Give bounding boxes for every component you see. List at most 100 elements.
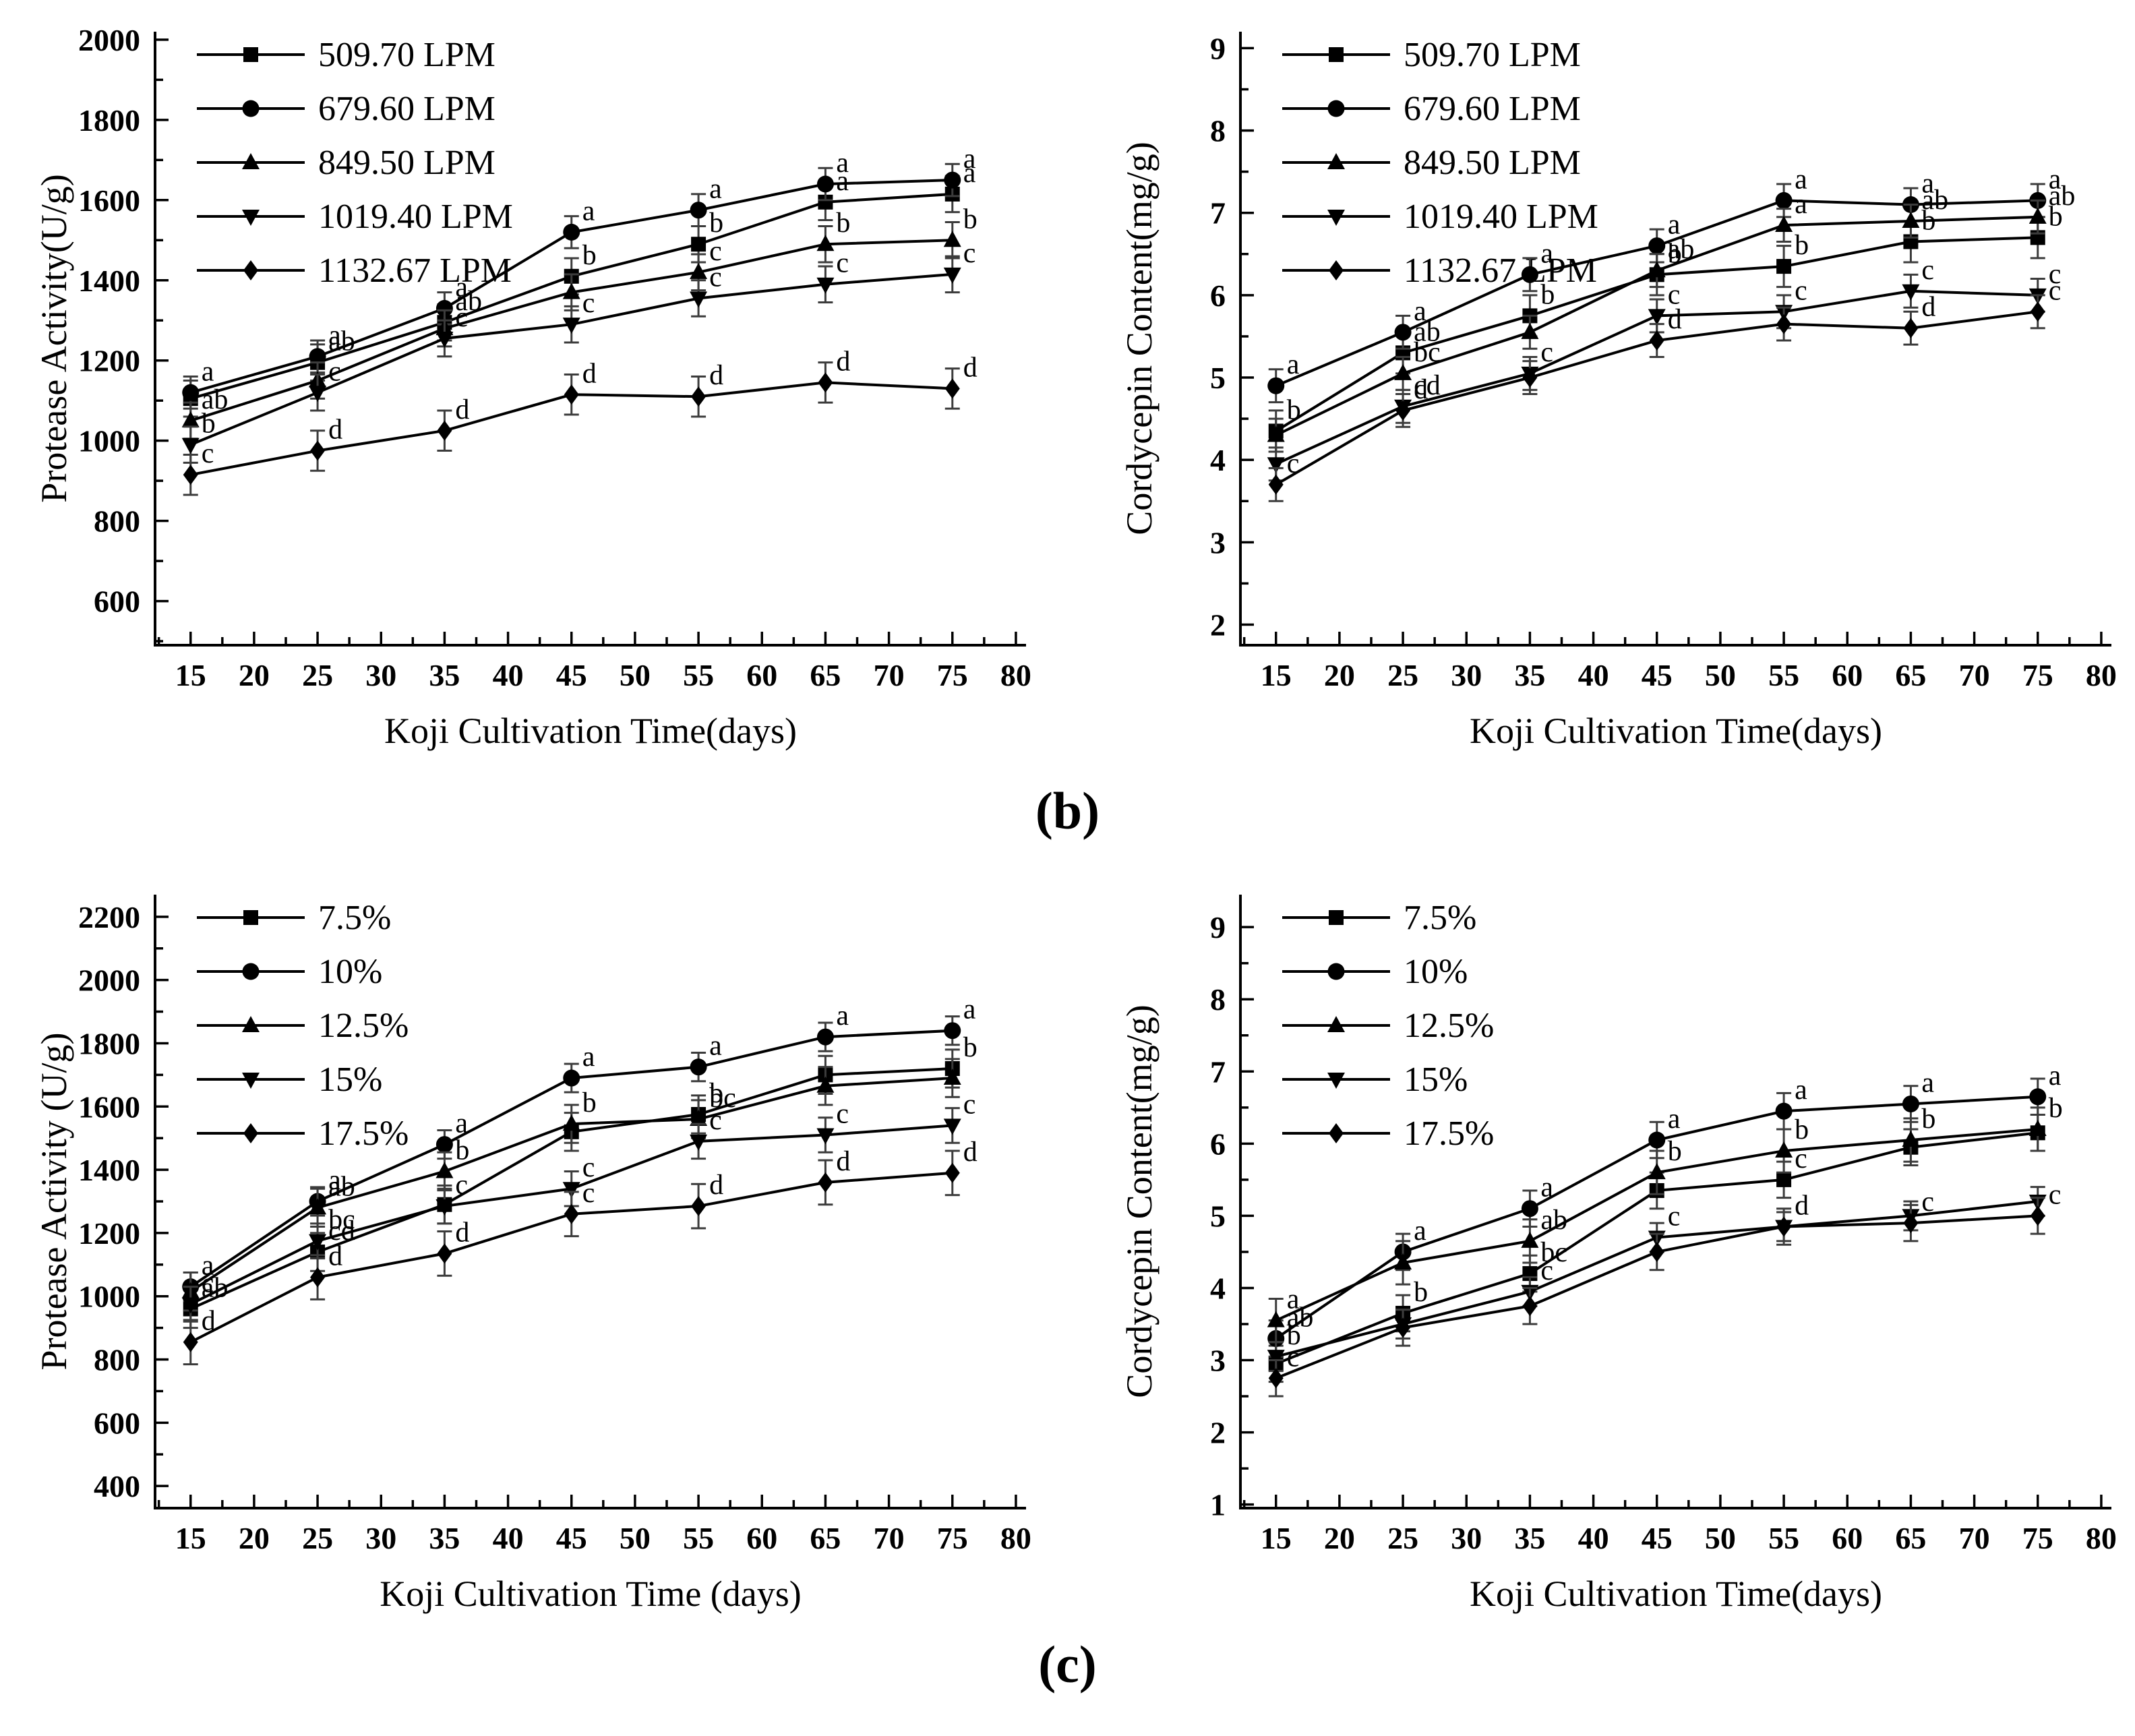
x-axis-title: Koji Cultivation Time (days)	[380, 1574, 802, 1614]
y-axis-title: Protease Activity (U/g)	[34, 1033, 74, 1371]
legend: 509.70 LPM 679.60 LPM 849.50 LPM 1019.40 LP…	[1282, 36, 1598, 290]
x-axis-title: Koji Cultivation Time(days)	[1470, 711, 1882, 751]
significance-letter: cd	[1414, 370, 1441, 401]
significance-letter: bc	[328, 1205, 355, 1236]
diamond-marker	[1329, 1123, 1344, 1143]
significance-letter: b	[1795, 230, 1809, 261]
circle-marker	[435, 1136, 453, 1154]
significance-letter: c	[582, 288, 595, 319]
svg-text:75: 75	[937, 658, 968, 692]
axes	[1239, 895, 2111, 1509]
triangle-down-marker	[181, 1297, 200, 1314]
significance-letter: a	[328, 320, 341, 351]
svg-text:40: 40	[493, 1521, 524, 1555]
significance-letter: a	[836, 166, 849, 197]
series-17.5%: c d c c	[1268, 1179, 2061, 1398]
diamond-marker	[243, 1123, 258, 1143]
svg-text:50: 50	[620, 658, 651, 692]
significance-letter: d	[836, 1146, 850, 1177]
significance-letter: a	[328, 1165, 341, 1196]
tick-labels: 15 20 25 30 35 40 45 50 55 60 65 70 75 80 600 800 1000 12…	[78, 23, 1031, 692]
significance-letter: a	[1795, 164, 1807, 195]
svg-text:50: 50	[1705, 658, 1736, 692]
svg-text:70: 70	[874, 658, 905, 692]
significance-letter: bc	[1540, 1237, 1567, 1268]
svg-text:1: 1	[1210, 1488, 1226, 1522]
series-1132.67-LPM: cdd dc	[1268, 275, 2062, 502]
triangle-up-marker	[690, 262, 708, 279]
legend-label: 15%	[1404, 1060, 1468, 1099]
diamond-marker	[437, 1243, 452, 1264]
diamond-marker	[243, 260, 258, 280]
diamond-marker	[1522, 1296, 1538, 1317]
tick-labels: 15 20 25 30 35 40 45 50 55 60 65 70 75 80 400 600 800 100…	[78, 900, 1031, 1555]
triangle-up-marker	[2028, 1119, 2047, 1136]
diamond-marker	[944, 378, 960, 399]
significance-letter: a	[1414, 296, 1426, 327]
svg-text:35: 35	[1514, 1521, 1545, 1555]
circle-marker	[563, 1069, 580, 1087]
significance-letter: d	[328, 1241, 342, 1272]
triangle-up-marker	[1902, 211, 1920, 228]
significance-letter: c	[836, 248, 849, 279]
triangle-up-marker	[690, 1110, 708, 1127]
legend-label: 17.5%	[1404, 1114, 1494, 1153]
legend: 7.5% 10% 12.5% 15% 17.5%	[197, 899, 409, 1153]
legend-label: 7.5%	[318, 899, 391, 937]
ticks	[1240, 926, 2103, 1508]
significance-letter: d	[582, 358, 597, 389]
triangle-up-marker	[309, 1198, 327, 1215]
svg-text:45: 45	[556, 658, 587, 692]
significance-letter: d	[455, 1217, 469, 1248]
significance-letter: a	[836, 148, 849, 179]
legend-label: 1132.67 LPM	[318, 251, 512, 290]
legend-label: 679.60 LPM	[1404, 90, 1581, 128]
significance-letter: d	[328, 415, 342, 446]
svg-text:15: 15	[1261, 658, 1292, 692]
significance-letter: c	[1287, 1342, 1300, 1373]
square-marker	[818, 194, 833, 210]
significance-letter: a	[1795, 1075, 1807, 1106]
diamond-marker	[310, 1267, 326, 1288]
triangle-up-marker	[435, 1162, 454, 1178]
svg-text:40: 40	[1578, 1521, 1609, 1555]
diamond-marker	[1776, 313, 1792, 334]
significance-letter: d	[1795, 1190, 1809, 1221]
diamond-marker	[1329, 260, 1344, 280]
significance-letter: c	[2049, 275, 2062, 306]
svg-text:70: 70	[874, 1521, 905, 1555]
significance-letter: c	[963, 1089, 976, 1120]
legend-label: 12.5%	[1404, 1007, 1494, 1045]
significance-letter: b	[1795, 1114, 1809, 1145]
significance-letter: a	[455, 272, 468, 303]
diamond-marker	[1395, 1317, 1411, 1338]
diamond-marker	[2030, 1205, 2045, 1226]
diamond-marker	[818, 372, 833, 393]
panel-label-b: (b)	[1035, 781, 1100, 840]
svg-text:15: 15	[175, 658, 206, 692]
legend-label: 849.50 LPM	[318, 144, 495, 182]
triangle-up-marker	[1648, 261, 1666, 278]
significance-letter: b	[1287, 1320, 1301, 1351]
svg-text:15: 15	[1261, 1521, 1292, 1555]
significance-letter: a	[455, 1108, 468, 1139]
significance-letter: c	[1921, 1187, 1934, 1218]
triangle-down-marker	[1267, 1350, 1285, 1367]
significance-letter: c	[1795, 275, 1807, 306]
significance-letter: c	[455, 302, 468, 333]
svg-text:600: 600	[94, 585, 140, 619]
svg-text:80: 80	[1000, 658, 1031, 692]
diamond-marker	[1268, 1368, 1284, 1389]
legend-label: 509.70 LPM	[318, 36, 495, 74]
svg-text:8: 8	[1210, 114, 1226, 148]
svg-text:55: 55	[1768, 1521, 1799, 1555]
svg-text:25: 25	[1387, 658, 1418, 692]
triangle-up-marker	[1902, 1131, 1920, 1147]
triangle-down-marker	[943, 1118, 961, 1135]
svg-text:7: 7	[1210, 196, 1226, 231]
significance-letter: a	[1668, 210, 1681, 241]
svg-text:75: 75	[2022, 1521, 2053, 1555]
significance-letter: a	[709, 1031, 722, 1062]
triangle-up-marker	[1775, 216, 1793, 233]
